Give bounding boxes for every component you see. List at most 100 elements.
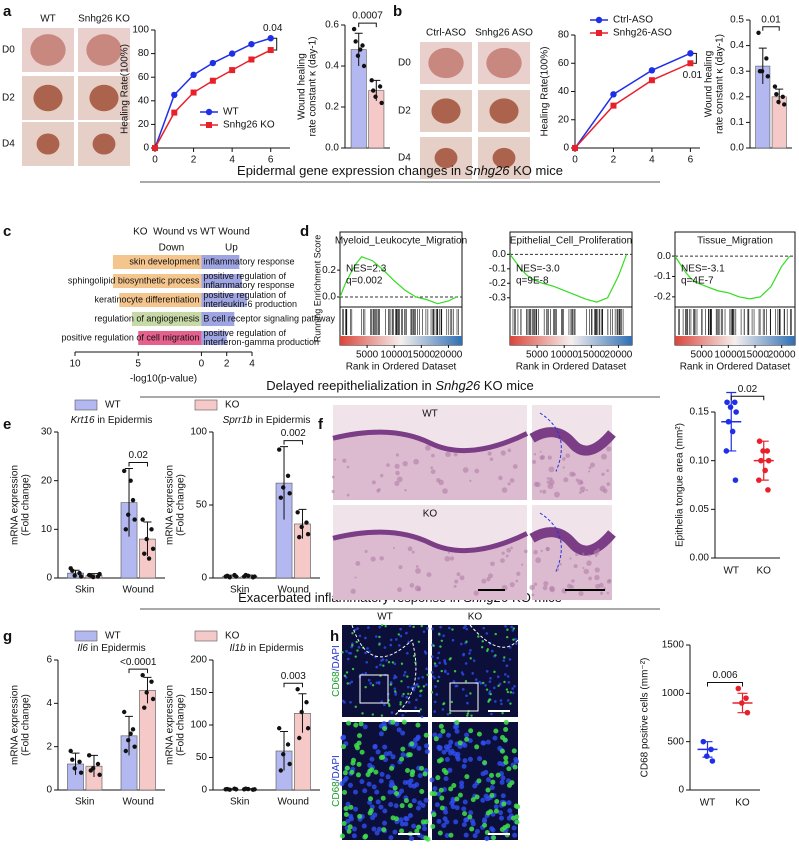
dapi	[434, 685, 437, 688]
epidermis	[529, 527, 616, 556]
dapi	[506, 699, 510, 702]
panel-letter: a	[3, 3, 12, 20]
y-tick-label: -0.1	[654, 271, 672, 282]
tissue-speck	[331, 475, 335, 479]
y-axis-label: Healing Rate(100%)	[540, 46, 551, 136]
cd68	[346, 720, 352, 726]
tissue-speck	[579, 491, 582, 495]
cd68	[489, 772, 495, 778]
cd68	[356, 740, 362, 746]
data-point	[304, 520, 309, 525]
dapi	[417, 677, 420, 680]
cd68	[489, 792, 495, 798]
dapi	[378, 804, 384, 810]
cd68	[457, 740, 463, 746]
legend-swatch	[194, 399, 218, 411]
y-tick-label: 0	[46, 785, 52, 796]
marker	[687, 60, 694, 67]
y-axis-label: mRNA expression	[165, 465, 176, 545]
tissue-speck	[588, 466, 592, 470]
dapi	[462, 653, 465, 657]
tissue-speck	[370, 556, 376, 562]
dapi	[381, 658, 385, 661]
cd68	[384, 625, 387, 628]
tissue-speck	[569, 557, 572, 560]
data-point	[243, 786, 248, 791]
data-point	[243, 572, 248, 578]
y-tick-label: 0.05	[690, 504, 710, 515]
tissue-speck	[583, 568, 589, 575]
marker	[190, 71, 197, 79]
nes-label: NES=-3.1	[681, 264, 725, 275]
cd68	[400, 746, 406, 752]
dapi	[400, 730, 406, 736]
dapi	[393, 662, 397, 666]
bar	[138, 331, 202, 345]
cd68	[354, 655, 357, 658]
marker	[610, 91, 617, 98]
dapi	[500, 793, 506, 799]
dapi	[383, 751, 389, 757]
column-label: Snhg26 KO	[78, 14, 130, 25]
error-bar	[280, 731, 289, 771]
cd68	[437, 830, 443, 836]
dapi	[466, 701, 469, 705]
dapi	[398, 817, 404, 823]
data-point	[704, 753, 710, 759]
tissue-speck	[601, 453, 607, 460]
panel-letter: h	[330, 628, 339, 645]
tissue-speck	[379, 556, 384, 561]
cd68	[512, 764, 518, 770]
cd68	[440, 728, 446, 734]
cd68	[476, 778, 482, 784]
dapi	[411, 798, 417, 804]
tissue-speck	[510, 546, 513, 550]
y-tick-label: 1500	[662, 640, 685, 651]
cd68	[393, 690, 397, 693]
bar	[201, 255, 240, 269]
line	[574, 62, 691, 149]
tissue-speck	[453, 452, 458, 457]
dapi	[441, 708, 445, 711]
data-point	[780, 94, 785, 100]
dapi	[424, 749, 430, 755]
column-label: WT	[40, 14, 56, 25]
dapi	[448, 750, 454, 756]
dapi	[468, 810, 474, 816]
dapi	[367, 762, 373, 768]
error-bar	[125, 715, 134, 756]
dapi	[507, 808, 513, 814]
cd68	[367, 768, 373, 774]
x-tick-label: 15000	[577, 350, 605, 361]
y-axis-label: rate constant κ (day-1)	[715, 34, 726, 134]
data-point	[379, 100, 384, 106]
dapi	[444, 669, 447, 673]
zoom-box	[359, 674, 389, 704]
dapi	[490, 827, 496, 833]
y-axis-label: Wound healing	[704, 51, 715, 118]
cd68	[362, 834, 368, 840]
dapi	[377, 681, 381, 684]
dapi	[459, 784, 465, 790]
y-axis-label: CD68 positive cells (mm⁻²)	[640, 658, 651, 778]
x-tick-label: 2	[191, 155, 197, 166]
tissue-speck	[415, 565, 419, 568]
dapi	[441, 749, 447, 755]
dapi	[437, 651, 441, 655]
dapi	[490, 649, 494, 653]
dapi	[446, 712, 450, 716]
data-point	[377, 84, 383, 89]
cd68	[423, 819, 429, 825]
bar	[201, 312, 235, 326]
cd68	[470, 714, 473, 717]
cd68	[356, 733, 362, 739]
y-tick-label: 100	[132, 25, 149, 36]
data-point	[295, 510, 300, 515]
data-point	[233, 787, 239, 792]
data-point	[144, 690, 149, 695]
tissue-speck	[346, 465, 350, 469]
dapi	[364, 671, 368, 675]
marker	[229, 67, 236, 74]
cd68	[422, 771, 428, 777]
